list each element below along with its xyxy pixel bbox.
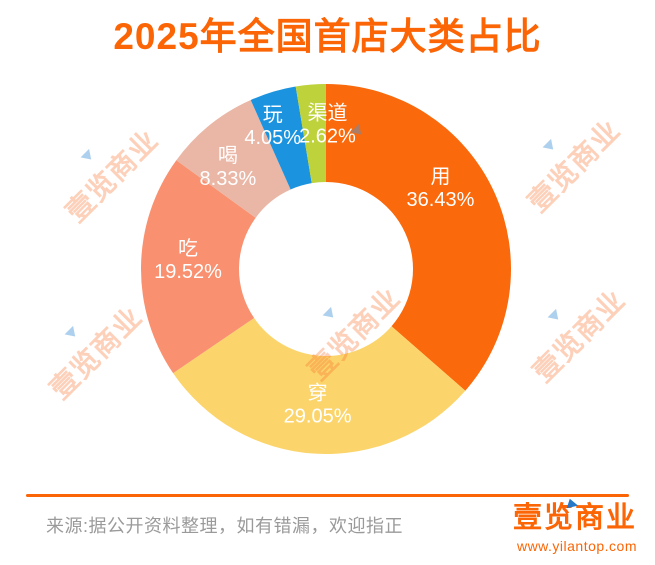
footer-divider (26, 494, 629, 497)
brand-logo: 壹览商业 www.yilantop.com (512, 498, 637, 555)
donut-slice-0 (326, 84, 512, 391)
slice-label-3: 喝 8.33% (200, 145, 257, 190)
donut-slice-5 (295, 84, 326, 184)
slice-label-2: 吃 19.52% (154, 237, 222, 283)
slice-label-4: 玩 4.05% (244, 104, 301, 149)
slice-label-1: 穿 29.05% (284, 382, 352, 428)
slice-label-0: 用 36.43% (407, 166, 475, 211)
brand-url: www.yilantop.com (516, 538, 637, 555)
chart-title: 2025年全国首店大类占比 (113, 16, 542, 57)
source-note: 来源:据公开资料整理，如有错漏，欢迎指正 (46, 516, 403, 536)
brand-name: 壹览商业 (512, 502, 637, 534)
slice-label-5: 渠道 2.62% (299, 101, 356, 147)
donut-slice-1 (173, 317, 466, 455)
donut-slice-2 (140, 160, 256, 374)
donut-slice-4 (250, 86, 312, 190)
donut-slice-3 (176, 100, 291, 218)
